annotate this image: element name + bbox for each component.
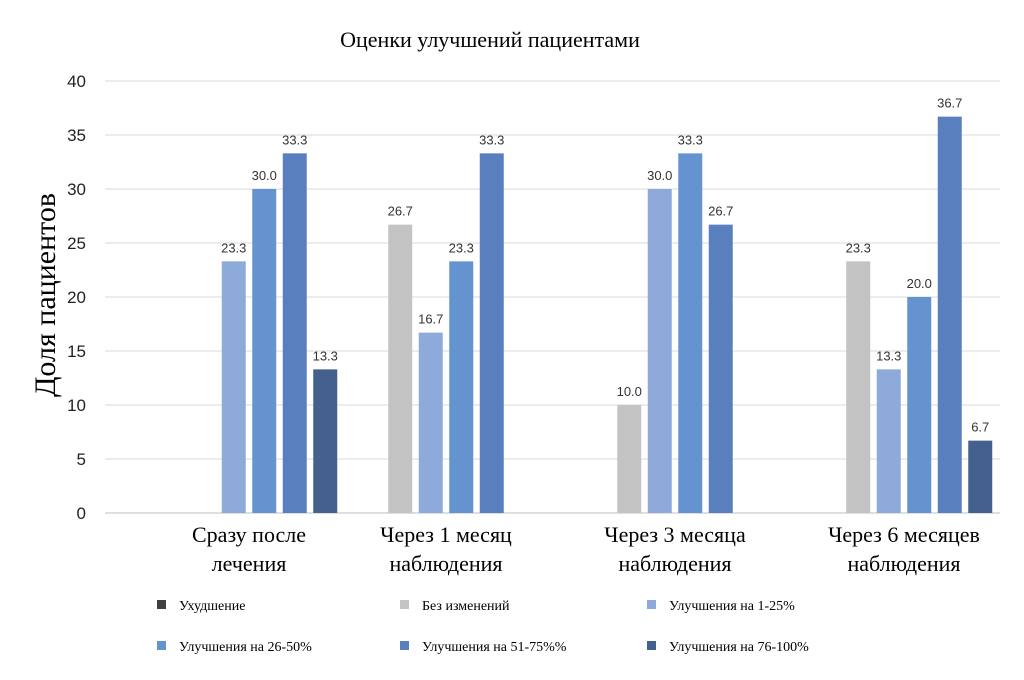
x-category-label: наблюдения [847, 551, 960, 576]
data-label: 10.0 [617, 384, 642, 399]
bar [647, 189, 672, 513]
data-label: 26.7 [388, 204, 413, 219]
data-label: 23.3 [221, 240, 246, 255]
data-labels: 23.3 30.0 33.3 13.3 26.7 16.7 23.3 33.3 10.0 30.0… [221, 96, 989, 435]
data-label: 36.7 [937, 96, 962, 111]
legend-label: Улучшения на 26-50% [179, 640, 312, 655]
x-axis-categories: Сразу после лечения Через 1 месяц наблюдени… [192, 522, 980, 576]
y-tick-label: 20 [67, 288, 86, 307]
y-tick-label: 10 [67, 396, 86, 415]
x-category-label: Через 6 месяцев [828, 522, 980, 547]
data-label: 6.7 [971, 420, 989, 435]
bar [282, 153, 307, 514]
data-label: 33.3 [678, 132, 703, 147]
data-label: 20.0 [907, 276, 932, 291]
y-tick-label: 5 [77, 450, 86, 469]
data-label: 13.3 [313, 348, 338, 363]
bar [479, 153, 504, 514]
y-tick-label: 0 [77, 504, 86, 523]
bar [708, 224, 733, 513]
y-tick-label: 35 [67, 126, 86, 145]
bar [937, 116, 962, 513]
bars [221, 116, 993, 514]
data-label: 13.3 [876, 348, 901, 363]
data-label: 30.0 [647, 168, 672, 183]
y-tick-label: 25 [67, 234, 86, 253]
legend-label: Без изменений [422, 599, 510, 614]
bar [388, 224, 413, 513]
legend-swatch [157, 641, 166, 650]
data-label: 23.3 [449, 240, 474, 255]
legend-label: Улучшения на 76-100% [669, 640, 809, 655]
bar [968, 440, 993, 513]
bar [907, 297, 932, 513]
y-tick-label: 30 [67, 180, 86, 199]
data-label: 33.3 [282, 132, 307, 147]
x-category-label: Через 1 месяц [380, 522, 512, 547]
legend-swatch [647, 600, 656, 609]
bar [313, 369, 338, 513]
data-label: 33.3 [479, 132, 504, 147]
bar [449, 261, 474, 513]
legend-swatch [400, 641, 409, 650]
chart-title: Оценки улучшений пациентами [340, 27, 640, 52]
bar [846, 261, 871, 513]
x-category-label: лечения [212, 551, 287, 576]
bar [617, 405, 642, 513]
x-category-label: наблюдения [389, 551, 502, 576]
bar [418, 332, 443, 513]
x-category-label: Через 3 месяца [604, 522, 746, 547]
legend-swatch [647, 641, 656, 650]
bar [678, 153, 703, 514]
bar [252, 189, 277, 513]
y-axis-ticks: 0 5 10 15 20 25 30 35 40 [67, 72, 86, 523]
data-label: 30.0 [252, 168, 277, 183]
bar [221, 261, 246, 513]
y-axis-label: Доля пациентов [29, 193, 62, 397]
legend-swatch [157, 600, 166, 609]
data-label: 16.7 [418, 312, 443, 327]
data-label: 23.3 [846, 240, 871, 255]
x-category-label: наблюдения [618, 551, 731, 576]
data-label: 26.7 [708, 204, 733, 219]
y-tick-label: 40 [67, 72, 86, 91]
legend-label: Ухудшение [179, 599, 245, 614]
legend-swatch [400, 600, 409, 609]
y-tick-label: 15 [67, 342, 86, 361]
bar [876, 369, 901, 513]
legend-label: Улучшения на 51-75%% [422, 640, 567, 655]
x-category-label: Сразу после [192, 522, 306, 547]
legend-label: Улучшения на 1-25% [669, 599, 795, 614]
legend: Ухудшение Без изменений Улучшения на 1-25%… [157, 599, 809, 655]
